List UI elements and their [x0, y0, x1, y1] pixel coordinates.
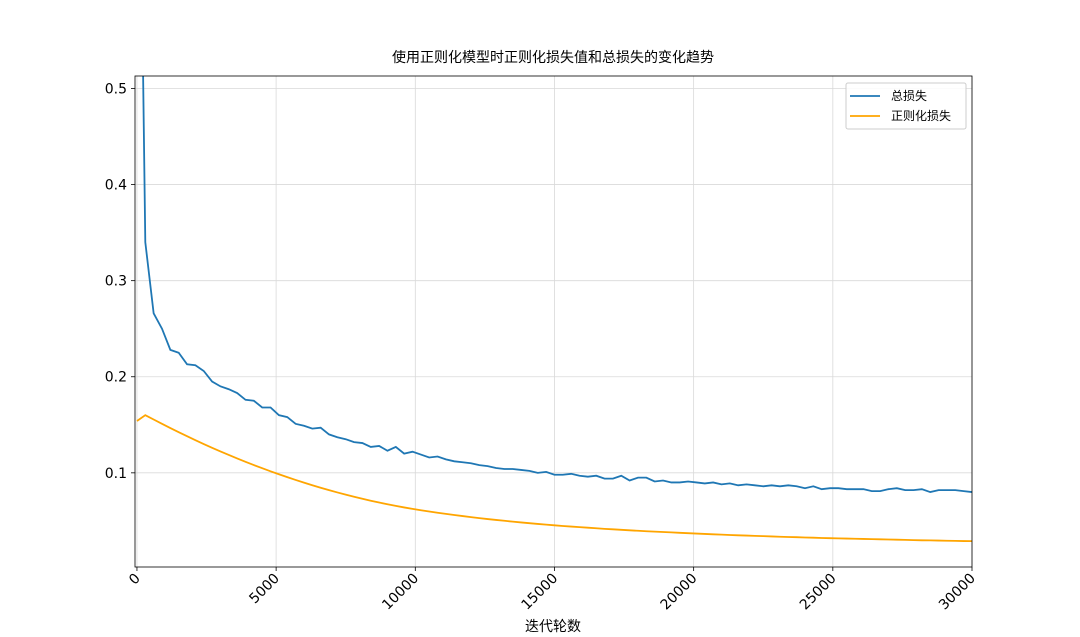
axes-frame: [134, 75, 973, 568]
series-line: [136, 414, 972, 543]
x-tick-label: 20000: [658, 571, 701, 614]
x-axis-label: 迭代轮数: [525, 619, 581, 635]
chart-title: 使用正则化模型时正则化损失值和总损失的变化趋势: [392, 49, 714, 66]
x-tick-label: 5000: [246, 571, 283, 608]
y-tick-label: 0.5: [105, 81, 127, 97]
x-tick-label: 25000: [797, 571, 840, 614]
legend-label: 总损失: [891, 88, 927, 103]
legend-label: 正则化损失: [891, 108, 951, 123]
y-tick-label: 0.4: [105, 178, 127, 194]
y-tick-label: 0.2: [105, 370, 127, 386]
legend-box: [845, 82, 967, 130]
plot-area: [136, 76, 972, 543]
x-tick-label: 10000: [379, 571, 422, 614]
x-tick-label: 15000: [518, 571, 561, 614]
x-tick-label: 30000: [936, 571, 979, 614]
x-tick-label: 0: [126, 571, 144, 589]
y-tick-label: 0.3: [105, 274, 127, 290]
y-tick-label: 0.1: [105, 466, 127, 482]
series-line: [142, 76, 972, 493]
